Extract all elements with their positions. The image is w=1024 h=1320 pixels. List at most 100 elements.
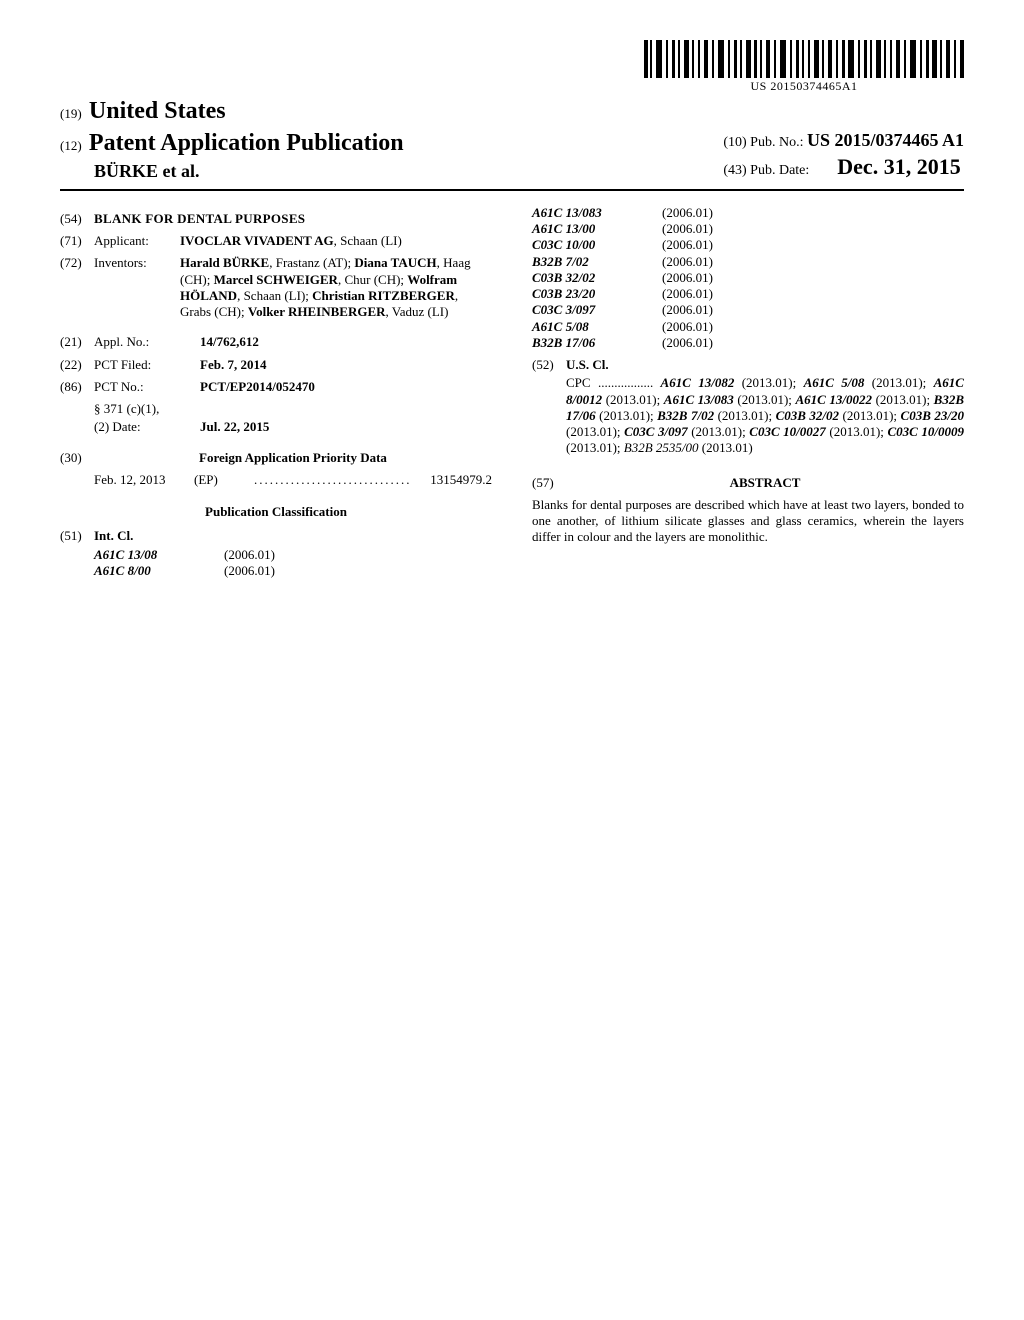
pct-no-value: PCT/EP2014/052470 [200,379,492,395]
applicant-value: IVOCLAR VIVADENT AG, Schaan (LI) [180,233,492,249]
country-prefix: (19) [60,106,82,121]
inventors-num: (72) [60,255,94,320]
cpc-block: CPC ................. A61C 13/082 (2013.… [566,375,964,456]
intcl-code: A61C 13/00 [532,221,662,237]
foreign-app-no: 13154979.2 [430,472,492,488]
intcl-row: C03C 10/00(2006.01) [532,237,964,253]
intcl-row: C03B 23/20(2006.01) [532,286,964,302]
pubdate-label: Pub. Date: [750,163,809,178]
intcl-row: A61C 13/083(2006.01) [532,205,964,221]
barcode-block: US 20150374465A1 [60,40,964,94]
barcode-graphic: US 20150374465A1 [644,40,964,94]
intcl-code: C03B 32/02 [532,270,662,286]
intcl-row: C03C 3/097(2006.01) [532,302,964,318]
pub-prefix: (12) [60,138,82,153]
s371-label: § 371 (c)(1), [94,401,492,417]
applicant-label: Applicant: [94,233,180,249]
intcl-num: (51) [60,528,94,544]
intcl-row: A61C 13/00(2006.01) [532,221,964,237]
uscl-label: U.S. Cl. [566,357,964,373]
intcl-code: A61C 13/08 [94,547,224,563]
authors: BÜRKE et al. [94,160,404,183]
header: (19) United States (12) Patent Applicati… [60,96,964,191]
foreign-priority-row: Feb. 12, 2013 (EP) .....................… [94,472,492,488]
intcl-version: (2006.01) [662,302,713,318]
header-right: (10) Pub. No.: US 2015/0374465 A1 (43) P… [723,127,964,183]
intcl-version: (2006.01) [662,270,713,286]
country: United States [89,98,226,124]
inventor-name: Volker RHEINBERGER [248,304,386,319]
inventor-name: Diana TAUCH [354,255,436,270]
pct-filed-label: PCT Filed: [94,357,180,373]
inventor-loc: , Frastanz (AT); [269,255,354,270]
pubno-prefix: (10) [723,135,746,150]
field-appl-no: (21) Appl. No.: 14/762,612 [60,334,492,350]
field-uscl: (52) U.S. Cl. [532,357,964,373]
title-num: (54) [60,211,94,227]
pct-filed-num: (22) [60,357,94,373]
pubno: US 2015/0374465 A1 [807,130,964,150]
pct-no-num: (86) [60,379,94,395]
field-title: (54) BLANK FOR DENTAL PURPOSES [60,211,492,227]
appl-value: 14/762,612 [200,334,492,350]
applicant-name: IVOCLAR VIVADENT AG [180,233,334,248]
intcl-version: (2006.01) [224,563,275,579]
intcl-code: A61C 5/08 [532,319,662,335]
intcl-version: (2006.01) [662,254,713,270]
inventor-name: Christian RITZBERGER [312,288,455,303]
field-abstract-head: (57) ABSTRACT [532,475,964,491]
abstract-num: (57) [532,475,566,491]
dots: .............................. [254,472,430,488]
publication-title: Patent Application Publication [89,130,404,156]
pubdate: Dec. 31, 2015 [837,154,960,179]
inventor-loc: , Vaduz (LI) [386,304,449,319]
applicant-loc: , Schaan (LI) [334,233,402,248]
intcl-row: A61C 8/00(2006.01) [94,563,492,579]
intcl-version: (2006.01) [662,205,713,221]
header-left: (19) United States (12) Patent Applicati… [60,96,404,183]
intcl-code: B32B 7/02 [532,254,662,270]
intcl-code: C03C 3/097 [532,302,662,318]
pct-filed-value: Feb. 7, 2014 [200,357,492,373]
intcl-code: C03B 23/20 [532,286,662,302]
intcl-version: (2006.01) [662,237,713,253]
intcl-code: C03C 10/00 [532,237,662,253]
foreign-num: (30) [60,450,94,466]
intcl-version: (2006.01) [662,286,713,302]
field-applicant: (71) Applicant: IVOCLAR VIVADENT AG, Sch… [60,233,492,249]
s371-date-label: (2) Date: [94,419,180,435]
intcl-row: B32B 17/06(2006.01) [532,335,964,351]
intcl-code: A61C 8/00 [94,563,224,579]
pubclass-head: Publication Classification [60,504,492,520]
intcl-row: A61C 5/08(2006.01) [532,319,964,335]
appl-label: Appl. No.: [94,334,180,350]
intcl-version: (2006.01) [662,335,713,351]
appl-num: (21) [60,334,94,350]
cpc-codes: ................. A61C 13/082 (2013.01);… [566,375,964,455]
field-s371-date: (2) Date: Jul. 22, 2015 [60,419,492,435]
field-foreign-head: (30) Foreign Application Priority Data [60,450,492,466]
cpc-label: CPC [566,375,591,390]
pubdate-prefix: (43) [723,163,746,178]
intcl-table-right: A61C 13/083(2006.01)A61C 13/00(2006.01)C… [532,205,964,351]
pct-no-label: PCT No.: [94,379,180,395]
field-intcl: (51) Int. Cl. [60,528,492,544]
intcl-table-left: A61C 13/08(2006.01)A61C 8/00(2006.01) [94,547,492,580]
intcl-version: (2006.01) [662,319,713,335]
right-column: A61C 13/083(2006.01)A61C 13/00(2006.01)C… [532,205,964,579]
inventors-label: Inventors: [94,255,180,320]
abstract-body: Blanks for dental purposes are described… [532,497,964,546]
title-text: BLANK FOR DENTAL PURPOSES [94,211,492,227]
barcode-text: US 20150374465A1 [644,79,964,94]
applicant-num: (71) [60,233,94,249]
intcl-version: (2006.01) [224,547,275,563]
abstract-head: ABSTRACT [566,475,964,491]
field-inventors: (72) Inventors: Harald BÜRKE, Frastanz (… [60,255,492,320]
s371-date-value: Jul. 22, 2015 [200,419,492,435]
bibliographic-columns: (54) BLANK FOR DENTAL PURPOSES (71) Appl… [60,205,964,579]
intcl-label: Int. Cl. [94,528,492,544]
foreign-head: Foreign Application Priority Data [94,450,492,466]
field-pct-filed: (22) PCT Filed: Feb. 7, 2014 [60,357,492,373]
field-pct-no: (86) PCT No.: PCT/EP2014/052470 [60,379,492,395]
intcl-code: B32B 17/06 [532,335,662,351]
